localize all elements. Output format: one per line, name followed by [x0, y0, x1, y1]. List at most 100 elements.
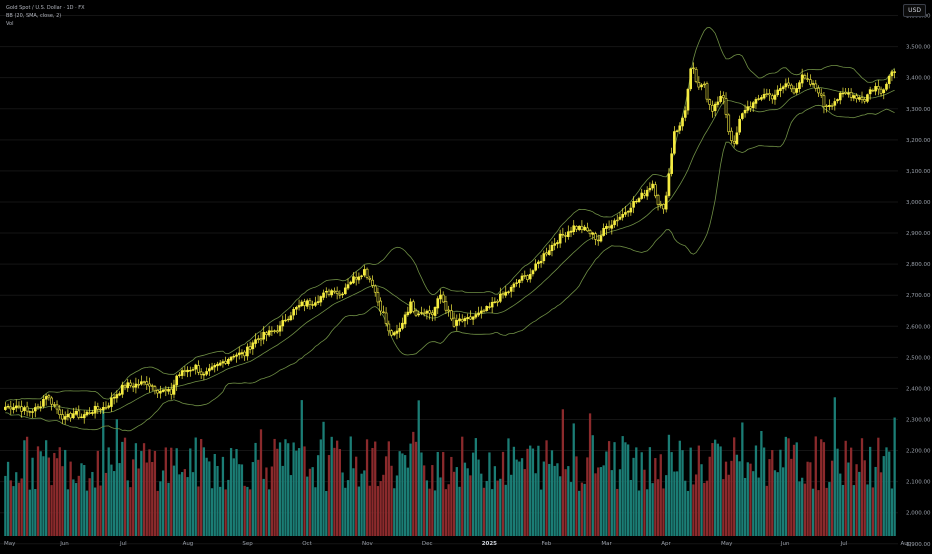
- symbol-title[interactable]: Gold Spot / U.S. Dollar · 1D · FX: [6, 5, 85, 11]
- volume-bar: [170, 447, 173, 536]
- volume-bar: [107, 447, 110, 536]
- candle: [140, 375, 143, 386]
- candle: [768, 89, 771, 101]
- candle: [757, 94, 760, 101]
- candle: [871, 88, 875, 93]
- volume-bar: [115, 419, 119, 536]
- candle: [194, 363, 198, 375]
- volume-bar: [287, 443, 290, 536]
- candle: [694, 67, 698, 84]
- candle: [496, 299, 499, 307]
- candle: [629, 202, 633, 216]
- volume-bar: [335, 440, 339, 536]
- volume-bar: [762, 447, 766, 536]
- candle: [760, 95, 763, 102]
- volume-bar: [227, 479, 230, 536]
- candle: [145, 376, 149, 390]
- volume-bar: [352, 468, 355, 536]
- candle: [469, 310, 472, 321]
- candle: [556, 240, 559, 249]
- bb-indicator-label[interactable]: BB (20, SMA, close, 2): [6, 13, 62, 19]
- candle: [490, 297, 494, 314]
- time-tick-label: Jul: [119, 541, 127, 547]
- volume-bar: [531, 448, 535, 536]
- volume-bar: [689, 447, 692, 536]
- volume-bar: [58, 447, 61, 536]
- volume-bar: [240, 464, 244, 536]
- candle: [69, 411, 72, 422]
- volume-bar: [409, 443, 412, 536]
- volume-bar: [121, 441, 124, 536]
- volume-bar: [776, 472, 779, 536]
- candle: [414, 308, 418, 317]
- volume-bar: [455, 467, 458, 536]
- volume-bar: [39, 451, 42, 536]
- candle: [501, 291, 505, 299]
- candle: [466, 313, 470, 325]
- volume-bar: [110, 464, 113, 536]
- candle: [324, 287, 328, 299]
- candle: [373, 284, 377, 297]
- candle: [784, 78, 788, 91]
- volume-bar: [648, 447, 652, 536]
- candle: [806, 72, 809, 82]
- bollinger-bands: [5, 26, 895, 432]
- volume-bar: [431, 465, 434, 536]
- volume-bar: [556, 463, 559, 536]
- volume-bar: [809, 462, 812, 536]
- volume-bar: [390, 465, 393, 536]
- candle: [229, 356, 233, 362]
- candle: [743, 104, 747, 118]
- volume-bar: [504, 484, 507, 536]
- candle: [580, 220, 584, 234]
- time-tick-label: Sep: [242, 541, 253, 547]
- volume-bar: [346, 480, 350, 536]
- candle: [721, 91, 725, 105]
- volume-bar: [36, 446, 40, 536]
- bb-upper-band: [5, 26, 895, 402]
- volume-bar: [153, 450, 157, 536]
- candle: [199, 368, 203, 379]
- time-tick-label: Aug: [901, 541, 912, 547]
- currency-badge[interactable]: USD: [903, 4, 926, 17]
- volume-bar: [700, 464, 703, 536]
- candle: [129, 379, 132, 388]
- volume-indicator-label[interactable]: Vol: [6, 21, 14, 27]
- candle: [887, 74, 891, 89]
- volume-bar: [414, 441, 418, 536]
- volume-bar: [836, 448, 839, 536]
- volume-bar: [55, 458, 59, 536]
- volume-bar: [849, 447, 853, 536]
- time-axis[interactable]: May Jun Jul Aug Sep Oct Nov Dec 2025 Feb Mar Apr May…: [4, 541, 911, 547]
- volume-bar: [526, 448, 529, 536]
- candle: [455, 314, 459, 331]
- candle: [153, 385, 157, 395]
- volume-bar: [760, 430, 763, 536]
- candle: [23, 405, 26, 415]
- volume-bar: [50, 485, 53, 536]
- volume-bar: [665, 475, 668, 536]
- candle: [428, 305, 431, 320]
- candle: [300, 299, 304, 307]
- volume-bar: [428, 488, 431, 536]
- volume-bar: [605, 451, 608, 536]
- price-tick-label: 2,200.00: [906, 449, 931, 455]
- volume-bar: [635, 447, 638, 536]
- candle: [765, 88, 769, 98]
- candle: [50, 396, 53, 411]
- volume-bar: [866, 484, 869, 536]
- candle: [444, 295, 448, 314]
- price-tick-label: 2,600.00: [906, 324, 931, 330]
- price-axis[interactable]: 3,600.003,500.003,400.003,300.003,200.00…: [906, 14, 931, 548]
- volume-bar: [860, 438, 864, 536]
- volume-bar: [752, 471, 755, 536]
- volume-bar: [754, 445, 758, 536]
- candle: [341, 292, 344, 298]
- volume-bar: [545, 440, 548, 536]
- volume-bar: [368, 485, 371, 536]
- candle: [474, 311, 478, 320]
- candle: [292, 307, 295, 320]
- volume-bar: [746, 462, 749, 536]
